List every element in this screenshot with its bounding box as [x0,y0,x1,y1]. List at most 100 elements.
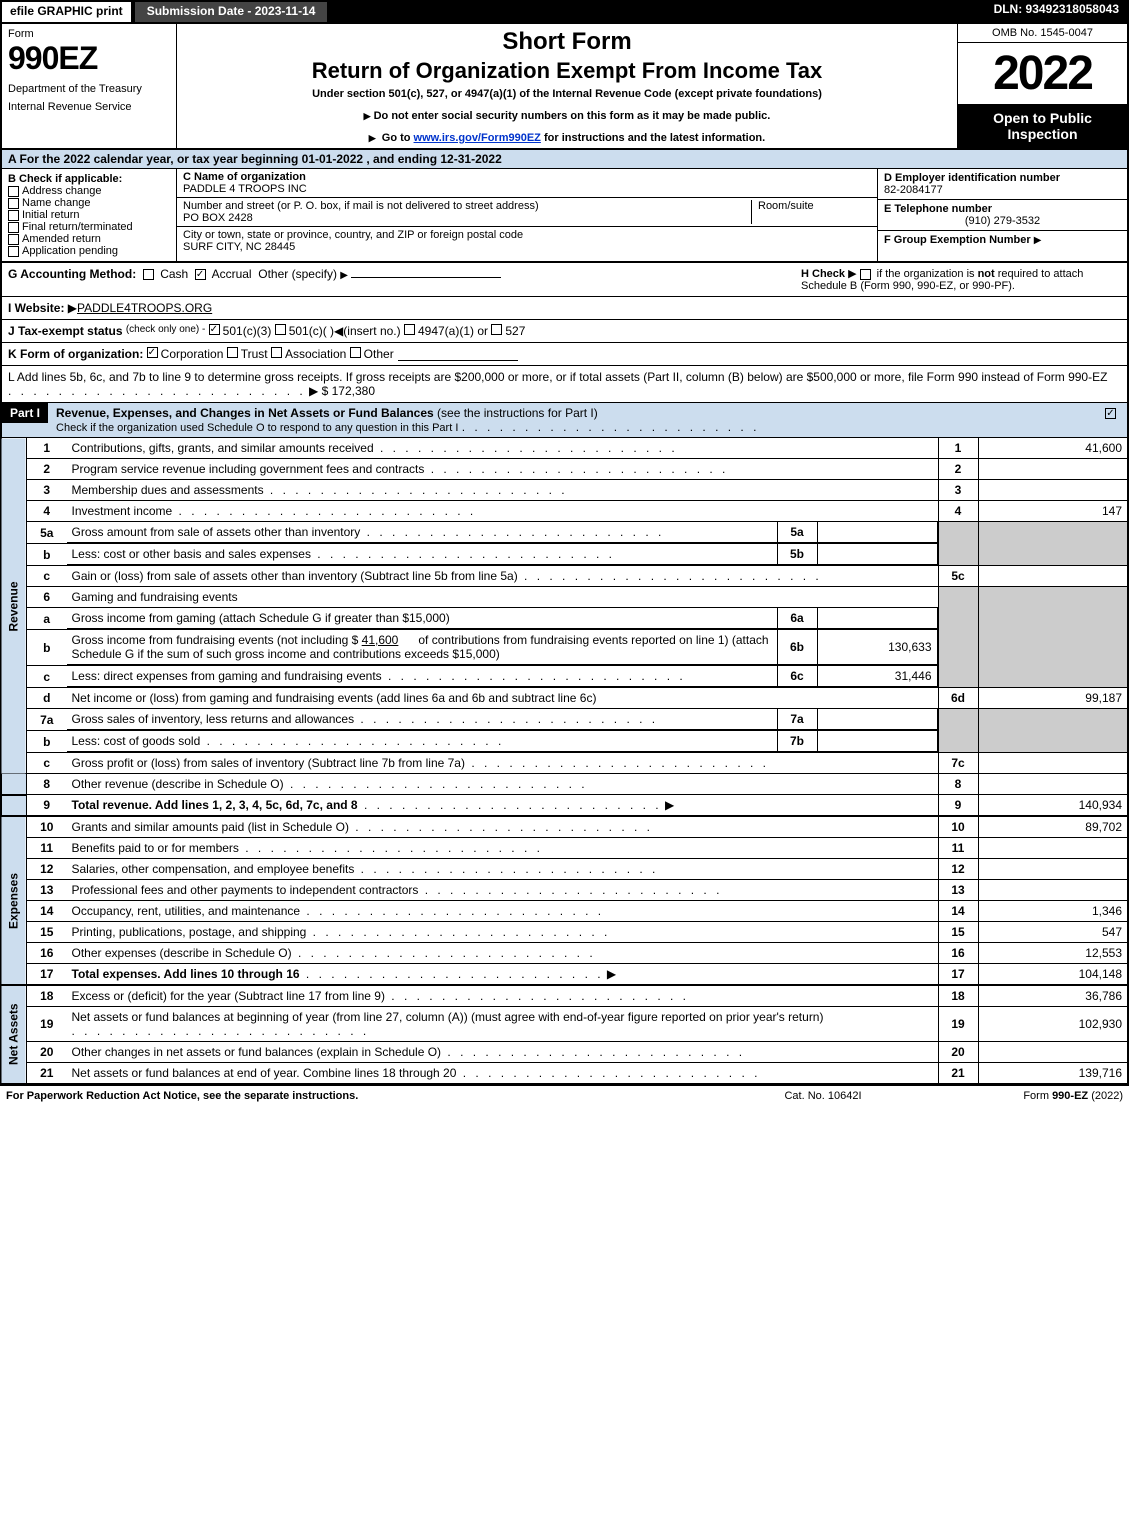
opt-accrual: Accrual [212,267,252,281]
line-6-desc: Gaming and fundraising events [67,587,939,608]
line-7b-sub: 7b [777,731,817,752]
line-15-desc: Printing, publications, postage, and shi… [72,925,307,939]
checkbox-other-org[interactable] [350,347,361,358]
line-16-val: 12,553 [978,943,1128,964]
opt-527: 527 [505,324,525,338]
checkbox-4947[interactable] [404,324,415,335]
part-i-label: Part I [2,403,48,423]
opt-address-change: Address change [22,185,102,197]
opt-501c3: 501(c)(3) [223,324,272,338]
footer-form-bold: 990-EZ [1052,1090,1088,1102]
line-6a-subval [817,608,937,629]
line-13-desc: Professional fees and other payments to … [72,883,419,897]
form-header: Form 990EZ Department of the Treasury In… [0,24,1129,150]
efile-label[interactable]: efile GRAPHIC print [0,0,133,24]
checkbox-initial-return[interactable] [8,210,19,221]
section-h-label: H Check [801,268,845,280]
form-org-label: K Form of organization: [8,347,143,361]
line-5a-sub: 5a [777,522,817,543]
other-org-input[interactable] [398,347,518,361]
line-8-desc: Other revenue (describe in Schedule O) [72,777,284,791]
h-not: not [978,268,995,280]
part-i-table: Revenue 1 Contributions, gifts, grants, … [0,438,1129,1085]
line-19-val: 102,930 [978,1007,1128,1042]
line-18-val: 36,786 [978,985,1128,1007]
line-5b-sub: 5b [777,544,817,565]
checkbox-corp[interactable] [147,347,158,358]
org-name: PADDLE 4 TROOPS INC [183,183,871,195]
opt-final-return: Final return/terminated [22,221,133,233]
goto-pre: Go to [382,132,414,144]
line-7b-desc: Less: cost of goods sold [72,734,201,748]
line-12-desc: Salaries, other compensation, and employ… [72,862,355,876]
checkbox-final-return[interactable] [8,222,19,233]
line-11-val [978,838,1128,859]
insert-no: (insert no.) [343,324,400,338]
line-7a-sub: 7a [777,709,817,730]
cat-no: Cat. No. 10642I [723,1090,923,1102]
checkbox-h[interactable] [860,269,871,280]
checkbox-trust[interactable] [227,347,238,358]
arrow-icon [1034,234,1042,246]
opt-initial-return: Initial return [22,209,79,221]
checkbox-accrual[interactable] [195,269,206,280]
line-4-val: 147 [978,501,1128,522]
opt-other-specify: Other (specify) [258,267,337,281]
website-value[interactable]: PADDLE4TROOPS.ORG [77,301,212,315]
line-16-desc: Other expenses (describe in Schedule O) [72,946,292,960]
checkbox-501c[interactable] [275,324,286,335]
checkbox-assoc[interactable] [271,347,282,358]
checkbox-527[interactable] [491,324,502,335]
section-i: I Website: ▶ PADDLE4TROOPS.ORG [0,297,1129,320]
section-l-text: L Add lines 5b, 6c, and 7b to line 9 to … [8,370,1107,384]
checkbox-pending[interactable] [8,246,19,257]
line-21-val: 139,716 [978,1063,1128,1085]
line-6d-desc: Net income or (loss) from gaming and fun… [72,691,597,705]
opt-cash: Cash [160,267,188,281]
section-l-value: $ 172,380 [322,384,375,398]
line-5c-desc: Gain or (loss) from sale of assets other… [72,569,518,583]
line-6c-desc: Less: direct expenses from gaming and fu… [72,669,382,683]
omb-number: OMB No. 1545-0047 [958,24,1127,43]
line-9-desc: Total revenue. Add lines 1, 2, 3, 4, 5c,… [72,798,358,812]
checkbox-cash[interactable] [143,269,154,280]
line-6a-desc: Gross income from gaming (attach Schedul… [72,611,450,625]
line-7b-subval [817,731,937,752]
group-exemption-label: F Group Exemption Number [884,234,1031,246]
tax-exempt-label: J Tax-exempt status [8,324,123,338]
checkbox-address-change[interactable] [8,186,19,197]
ein-value: 82-2084177 [884,184,1121,196]
opt-amended: Amended return [22,233,101,245]
line-18-desc: Excess or (deficit) for the year (Subtra… [72,989,385,1003]
line-2-desc: Program service revenue including govern… [72,462,425,476]
irs-label: Internal Revenue Service [8,101,170,113]
line-19-desc: Net assets or fund balances at beginning… [72,1010,824,1024]
line-10-desc: Grants and similar amounts paid (list in… [72,820,349,834]
checkbox-501c3[interactable] [209,324,220,335]
irs-link[interactable]: www.irs.gov/Form990EZ [414,132,541,144]
goto-post: for instructions and the latest informat… [544,132,765,144]
line-1-desc: Contributions, gifts, grants, and simila… [72,441,374,455]
checkbox-schedule-o[interactable] [1105,408,1116,419]
expenses-vert-label: Expenses [1,816,27,985]
line-6c-subval: 31,446 [817,666,937,687]
opt-trust: Trust [241,347,268,361]
line-14-val: 1,346 [978,901,1128,922]
website-label: I Website: [8,301,64,315]
open-to-public: Open to Public Inspection [958,104,1127,148]
dln-label: DLN: 93492318058043 [984,0,1129,24]
top-bar: efile GRAPHIC print Submission Date - 20… [0,0,1129,24]
line-20-desc: Other changes in net assets or fund bala… [72,1045,442,1059]
goto-notice: Go to www.irs.gov/Form990EZ for instruct… [187,132,947,144]
dept-treasury: Department of the Treasury [8,83,170,95]
line-20-val [978,1042,1128,1063]
line-14-desc: Occupancy, rent, utilities, and maintena… [72,904,301,918]
line-6b-amount: 41,600 [362,633,399,647]
check-only-one: (check only one) - [126,324,205,338]
footer-form-post: (2022) [1091,1090,1123,1102]
line-11-desc: Benefits paid to or for members [72,841,239,855]
phone-label: E Telephone number [884,203,1121,215]
checkbox-amended[interactable] [8,234,19,245]
checkbox-name-change[interactable] [8,198,19,209]
other-specify-input[interactable] [351,277,501,278]
